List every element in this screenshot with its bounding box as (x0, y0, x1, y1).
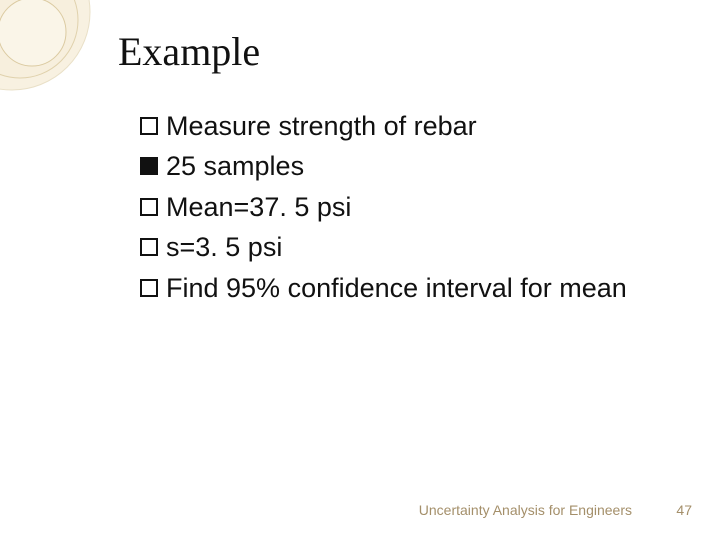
corner-decoration (0, 0, 110, 110)
list-item: Mean=37. 5 psi (140, 189, 680, 225)
square-bullet-icon (140, 279, 158, 297)
list-item: Measure strength of rebar (140, 108, 680, 144)
square-bullet-filled-icon (140, 157, 158, 175)
page-number: 47 (676, 502, 692, 518)
footer-text: Uncertainty Analysis for Engineers (419, 502, 632, 518)
footer: Uncertainty Analysis for Engineers 47 (0, 498, 720, 518)
square-bullet-icon (140, 238, 158, 256)
bullet-list: Measure strength of rebar 25 samples Mea… (140, 108, 680, 310)
list-item-text: Find 95% confidence interval for mean (166, 270, 627, 306)
list-item-text: Mean=37. 5 psi (166, 189, 351, 225)
square-bullet-icon (140, 117, 158, 135)
slide-title: Example (118, 28, 260, 75)
list-item-text: Measure strength of rebar (166, 108, 477, 144)
list-item-text: 25 samples (166, 148, 304, 184)
list-item-text: s=3. 5 psi (166, 229, 282, 265)
list-item: Find 95% confidence interval for mean (140, 270, 680, 306)
list-item: 25 samples (140, 148, 680, 184)
square-bullet-icon (140, 198, 158, 216)
list-item: s=3. 5 psi (140, 229, 680, 265)
